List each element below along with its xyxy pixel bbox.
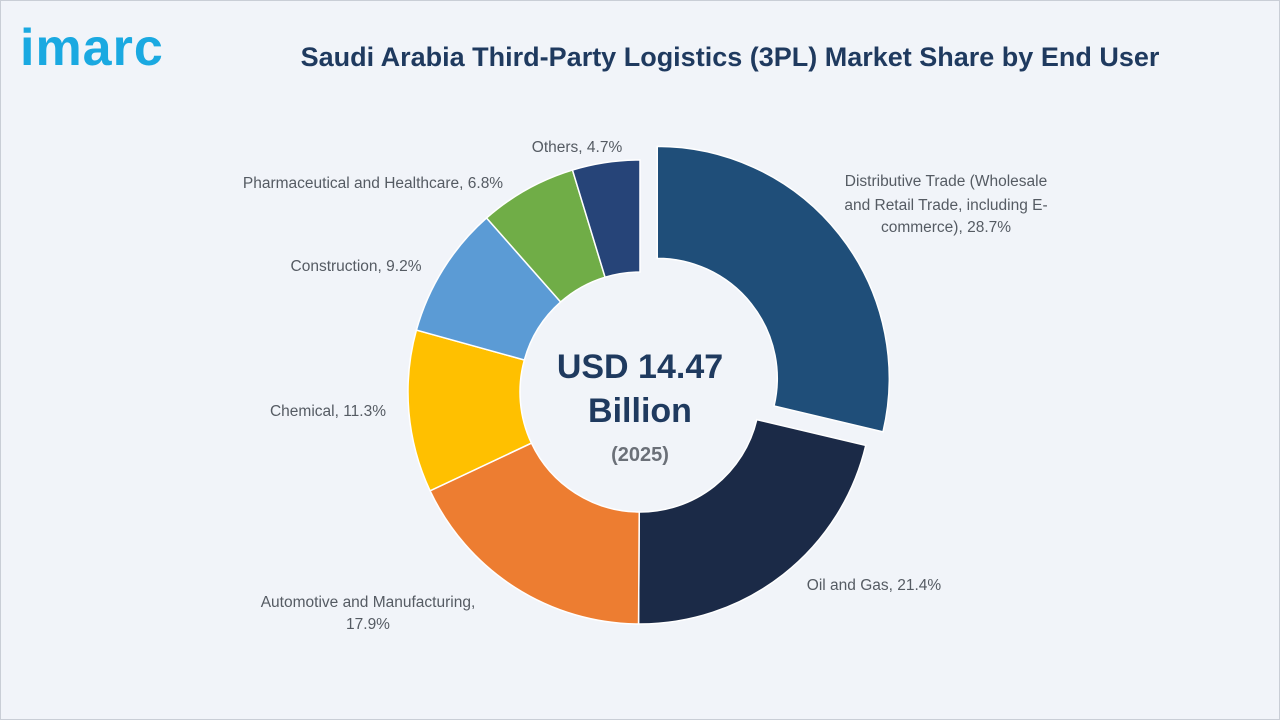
slice-label-3: Chemical, 11.3% (270, 403, 386, 420)
donut-slice-0 (656, 145, 890, 433)
chart-title: Saudi Arabia Third-Party Logistics (3PL)… (300, 42, 1160, 72)
donut-slice-6 (571, 159, 641, 279)
slice-labels: Distributive Trade (Wholesale and Retail … (243, 139, 1048, 633)
slice-label-2: Automotive and Manufacturing, 17.9% (261, 594, 476, 633)
slice-label-5: Pharmaceutical and Healthcare, 6.8% (243, 175, 503, 192)
center-value-line2: Billion (588, 392, 692, 430)
donut-slice-1 (637, 418, 867, 625)
slice-label-6: Others, 4.7% (532, 139, 623, 156)
slice-label-0: Distributive Trade (Wholesale and Retail … (844, 173, 1047, 236)
donut-slices (407, 145, 890, 625)
slice-label-1: Oil and Gas, 21.4% (807, 577, 942, 594)
imarc-logo: imarc (20, 19, 164, 77)
slice-label-4: Construction, 9.2% (291, 258, 422, 275)
donut-slice-2 (429, 442, 641, 625)
center-year: (2025) (611, 444, 669, 466)
center-value-line1: USD 14.47 (557, 348, 723, 386)
